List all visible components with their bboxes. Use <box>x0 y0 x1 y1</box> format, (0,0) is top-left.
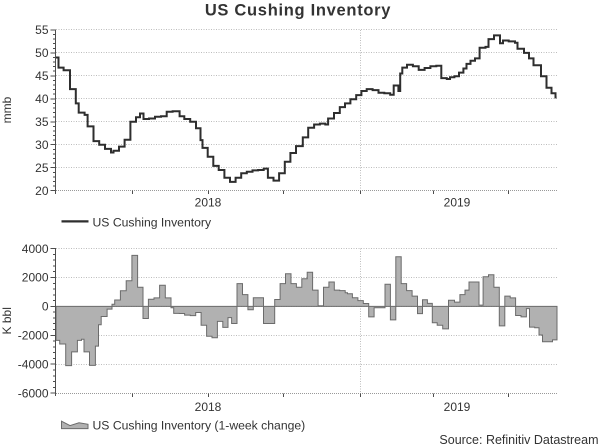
svg-text:35: 35 <box>35 115 49 129</box>
svg-text:-4000: -4000 <box>18 357 49 371</box>
svg-text:55: 55 <box>35 23 49 37</box>
svg-text:US Cushing Inventory: US Cushing Inventory <box>205 2 391 20</box>
svg-text:-2000: -2000 <box>18 329 49 343</box>
svg-text:K bbl: K bbl <box>0 307 14 334</box>
svg-text:mmb: mmb <box>0 96 14 123</box>
svg-text:US Cushing Inventory: US Cushing Inventory <box>93 215 212 229</box>
svg-text:20: 20 <box>35 184 49 198</box>
svg-text:US Cushing Inventory (1-week c: US Cushing Inventory (1-week change) <box>93 418 306 432</box>
svg-text:Source: Refinitiv Datastream: Source: Refinitiv Datastream <box>439 433 598 447</box>
svg-text:25: 25 <box>35 161 49 175</box>
svg-text:45: 45 <box>35 69 49 83</box>
svg-text:2019: 2019 <box>444 196 471 210</box>
svg-text:40: 40 <box>35 92 49 106</box>
svg-text:50: 50 <box>35 46 49 60</box>
svg-text:2019: 2019 <box>444 400 471 414</box>
svg-text:4000: 4000 <box>22 242 49 256</box>
svg-text:0: 0 <box>42 300 49 314</box>
svg-text:2018: 2018 <box>195 400 222 414</box>
svg-text:2018: 2018 <box>195 196 222 210</box>
svg-text:-6000: -6000 <box>18 386 49 400</box>
svg-text:30: 30 <box>35 138 49 152</box>
svg-text:2000: 2000 <box>22 271 49 285</box>
